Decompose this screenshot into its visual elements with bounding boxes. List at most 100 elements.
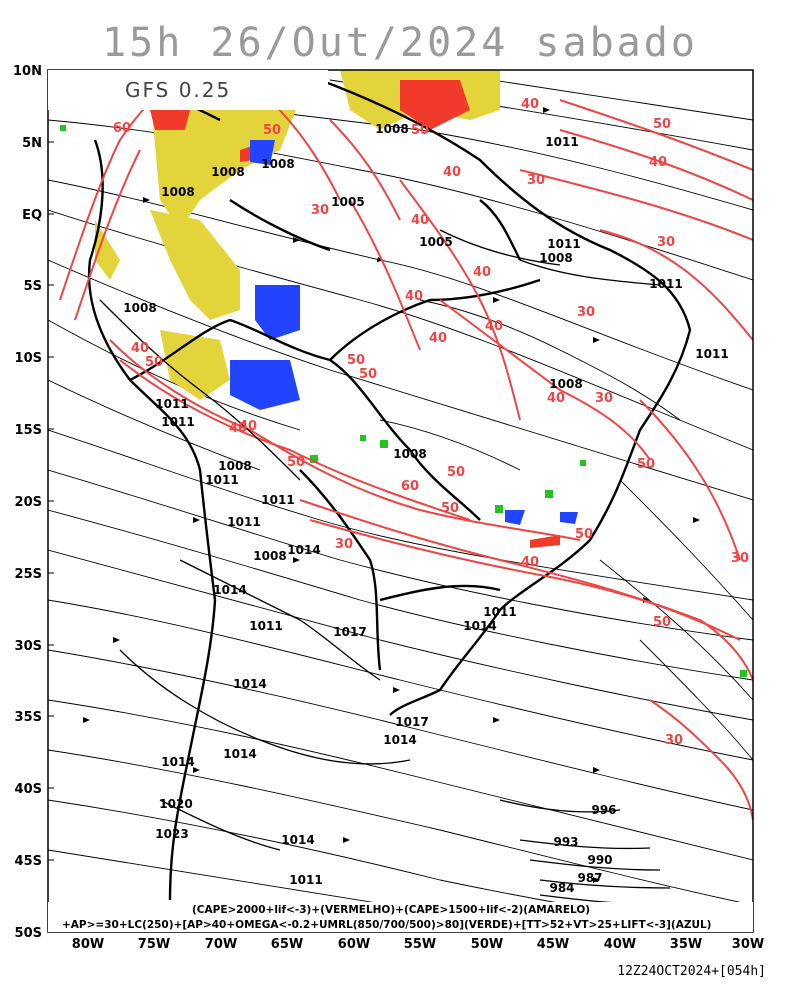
isobar-label: 1011 — [249, 619, 282, 633]
lat-label: 20S — [15, 495, 42, 510]
green-areas — [60, 125, 747, 677]
isobar-label: 1011 — [161, 415, 194, 429]
lon-label: 60W — [338, 937, 370, 952]
lat-ticks — [48, 69, 54, 861]
isobar-label: 1008 — [393, 447, 426, 461]
map-frame — [47, 69, 754, 933]
jet-label: 40 — [239, 419, 257, 434]
isobar-label: 1008 — [253, 549, 286, 563]
isobar-label: 1017 — [333, 625, 366, 639]
run-timestamp: 12Z24OCT2024+[054h] — [617, 964, 766, 979]
jet-label: 40 — [429, 331, 447, 346]
streamlines — [48, 74, 753, 931]
jet-label: 40 — [411, 213, 429, 228]
isobar-label: 1008 — [261, 157, 294, 171]
lon-label: 65W — [271, 937, 303, 952]
lon-label: 70W — [205, 937, 237, 952]
jet-label: 50 — [145, 355, 163, 370]
jet-label: 30 — [527, 173, 545, 188]
blue-areas — [230, 140, 578, 525]
lat-label: 5S — [24, 279, 42, 294]
isobar-label: 987 — [577, 871, 602, 885]
isobar-label: 1011 — [227, 515, 260, 529]
isobar-label: 984 — [549, 881, 574, 895]
model-label: GFS 0.25 — [125, 78, 232, 102]
isobars — [99, 229, 681, 906]
isobar-label: 1008 — [539, 251, 572, 265]
lat-label: 50S — [15, 926, 42, 941]
isobar-label: 1005 — [331, 195, 364, 209]
isobar-label: 1011 — [547, 237, 580, 251]
lat-label: 40S — [15, 782, 42, 797]
isobar-label: 1005 — [419, 235, 452, 249]
legend-line-1: (CAPE>2000+lif<-3)+(VERMELHO)+(CAPE>1500… — [192, 904, 591, 916]
isobar-label: 1011 — [155, 397, 188, 411]
lat-label: 35S — [15, 710, 42, 725]
isobar-label: 1014 — [383, 733, 416, 747]
jet-label: 50 — [653, 117, 671, 132]
isobar-label: 1011 — [695, 347, 728, 361]
jet-label: 50 — [347, 353, 365, 368]
jet-label: 50 — [263, 123, 281, 138]
jet-label: 30 — [657, 235, 675, 250]
jet-label: 40 — [521, 555, 539, 570]
lon-label: 50W — [471, 937, 503, 952]
isobar-label: 1023 — [155, 827, 188, 841]
jet-label: 30 — [731, 551, 749, 566]
lon-label: 30W — [732, 937, 764, 952]
jet-label: 30 — [577, 305, 595, 320]
lon-label: 80W — [72, 937, 104, 952]
lat-label: 30S — [15, 639, 42, 654]
lon-label: 45W — [537, 937, 569, 952]
jet-label: 50 — [411, 123, 429, 138]
jet-label: 30 — [665, 733, 683, 748]
isobar-label: 1014 — [287, 543, 320, 557]
jet-label: 30 — [311, 203, 329, 218]
jet-label: 40 — [547, 391, 565, 406]
isobar-label: 1008 — [211, 165, 244, 179]
lon-label: 40W — [604, 937, 636, 952]
lon-label: 55W — [404, 937, 436, 952]
isobar-label: 1008 — [218, 459, 251, 473]
jet-label: 60 — [113, 121, 131, 136]
isobar-label: 1008 — [123, 301, 156, 315]
isobar-label: 1011 — [483, 605, 516, 619]
cape-red-areas — [150, 80, 560, 548]
lat-label: 45S — [15, 854, 42, 869]
lat-label: 15S — [15, 423, 42, 438]
isobar-label: 1020 — [159, 797, 192, 811]
isobar-label: 1014 — [233, 677, 266, 691]
isobar-label: 990 — [587, 853, 612, 867]
isobar-label: 993 — [553, 835, 578, 849]
isobar-labels: 1008 1008 1008 1005 1011 1008 1005 1011 … — [123, 122, 728, 895]
lat-label: 10N — [13, 64, 42, 79]
jet-label: 50 — [441, 501, 459, 516]
map-title: 15h 26/Out/2024 sabado — [102, 20, 698, 66]
isobar-label: 1008 — [161, 185, 194, 199]
isobar-label: 1014 — [463, 619, 496, 633]
lat-label: 25S — [15, 567, 42, 582]
flow-arrows — [83, 107, 700, 883]
jet-label: 40 — [131, 341, 149, 356]
jet-label: 50 — [637, 457, 655, 472]
longitude-labels: 80W 75W 70W 65W 60W 55W 50W 45W 40W 35W … — [72, 937, 764, 952]
jet-isotachs — [59, 79, 753, 821]
jet-label: 40 — [229, 421, 247, 436]
jet-label: 40 — [649, 155, 667, 170]
model-label-box — [48, 70, 328, 110]
isobar-label: 1011 — [261, 493, 294, 507]
lat-label: 5N — [22, 136, 42, 151]
isobar-label: 1017 — [395, 715, 428, 729]
lon-label: 35W — [670, 937, 702, 952]
isobar-label: 1014 — [281, 833, 314, 847]
jet-label: 50 — [575, 527, 593, 542]
jet-label: 30 — [595, 391, 613, 406]
isobar-label: 996 — [591, 803, 616, 817]
isobar-label: 1008 — [375, 122, 408, 136]
jet-labels: 60 50 50 40 40 40 30 50 40 40 30 40 50 5… — [113, 97, 749, 748]
legend-line-2: +AP>=30+LC(250)+[AP>40+OMEGA<-0.2+UMRL(8… — [62, 919, 712, 931]
jet-label: 40 — [443, 165, 461, 180]
jet-label: 40 — [521, 97, 539, 112]
jet-label: 40 — [405, 289, 423, 304]
